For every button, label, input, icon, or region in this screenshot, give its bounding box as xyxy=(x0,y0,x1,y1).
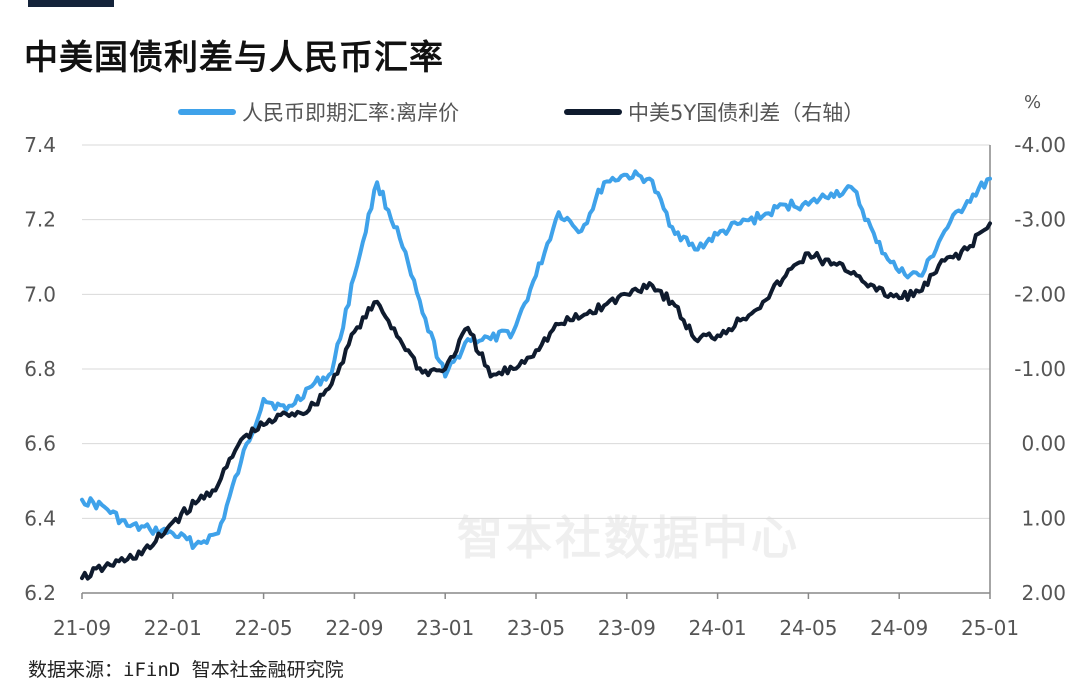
y-right-tick-label: -3.00 xyxy=(1014,208,1066,232)
legend-item-spread: 中美5Y国债利差（右轴） xyxy=(564,97,864,127)
chart-title: 中美国债利差与人民币汇率 xyxy=(24,38,444,78)
y-right-tick-label: -1.00 xyxy=(1014,357,1066,381)
x-tick-label: 22-05 xyxy=(235,616,293,640)
x-tick-label: 23-05 xyxy=(507,616,565,640)
series-line-cnh xyxy=(80,169,992,550)
y-left-tick-label: 6.4 xyxy=(24,506,56,530)
y-left-tick-label: 7.2 xyxy=(24,208,56,232)
y-right-tick-label: -2.00 xyxy=(1014,282,1066,306)
y-right-tick-label: 0.00 xyxy=(1021,432,1066,456)
x-tick-label: 24-05 xyxy=(779,616,837,640)
legend-swatch-spread xyxy=(564,109,622,115)
x-tick-label: 24-09 xyxy=(870,616,928,640)
legend: 人民币即期汇率:离岸价 中美5Y国债利差（右轴） xyxy=(0,97,1080,127)
title-accent-bar xyxy=(28,0,114,7)
y-right-tick-label: 1.00 xyxy=(1021,506,1066,530)
x-tick-label: 23-09 xyxy=(598,616,656,640)
source-note: 数据来源：iFinD 智本社金融研究院 xyxy=(28,659,344,681)
y-left-tick-label: 6.8 xyxy=(24,357,56,381)
x-tick-label: 24-01 xyxy=(689,616,747,640)
y-left-tick-label: 6.6 xyxy=(24,432,56,456)
y-left-tick-label: 6.2 xyxy=(24,581,56,605)
legend-swatch-cnh xyxy=(178,109,236,115)
legend-item-cnh: 人民币即期汇率:离岸价 xyxy=(178,97,459,127)
x-tick-label: 22-01 xyxy=(144,616,202,640)
y-right-tick-label: -4.00 xyxy=(1014,133,1066,157)
right-axis-unit: % xyxy=(1024,92,1042,113)
x-tick-label: 21-09 xyxy=(53,616,111,640)
legend-label-spread: 中美5Y国债利差（右轴） xyxy=(628,101,865,125)
series-line-spread xyxy=(80,221,992,581)
x-tick-label: 23-01 xyxy=(416,616,474,640)
legend-label-cnh: 人民币即期汇率:离岸价 xyxy=(242,101,460,125)
y-left-tick-label: 7.0 xyxy=(24,282,56,306)
y-left-tick-label: 7.4 xyxy=(24,133,56,157)
watermark: 智本社数据中心 xyxy=(457,511,800,565)
x-tick-label: 25-01 xyxy=(961,616,1019,640)
x-tick-label: 22-09 xyxy=(325,616,383,640)
y-right-tick-label: 2.00 xyxy=(1021,581,1066,605)
